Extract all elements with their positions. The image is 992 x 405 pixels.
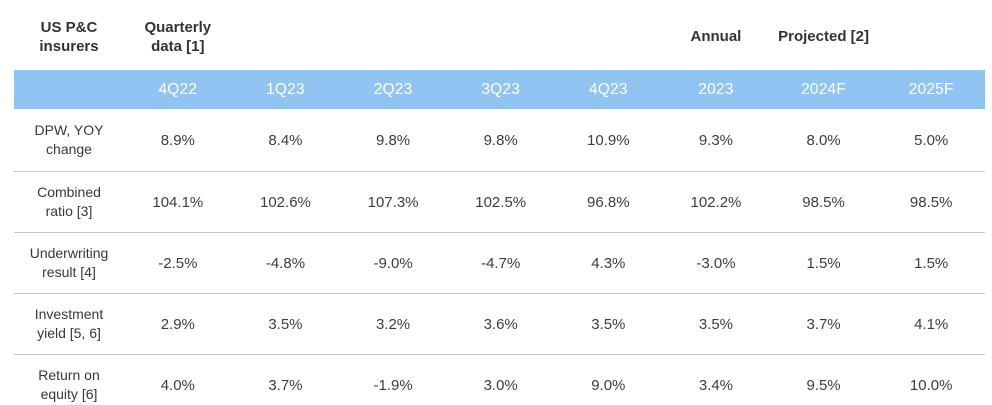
cell-value: 98.5% [769, 171, 878, 233]
cell-value: 3.7% [769, 293, 878, 355]
column-header-2q23: 2Q23 [339, 70, 447, 109]
cell-value: 4.1% [877, 293, 985, 355]
table-row-dpw-yoy-change: DPW, YOY change 8.9% 8.4% 9.8% 9.8% 10.9… [14, 109, 985, 172]
cell-value: -1.9% [339, 354, 447, 405]
cell-value: 3.0% [446, 354, 555, 405]
cell-value: 4.3% [554, 232, 663, 294]
cell-value: 3.5% [231, 293, 340, 355]
projected-group-label: Projected [2] [778, 28, 869, 46]
cell-value: 102.5% [446, 171, 555, 233]
cell-value: 9.3% [662, 109, 770, 172]
cell-value: 104.1% [124, 171, 232, 233]
cell-value: -4.8% [231, 232, 340, 294]
cell-value: 1.5% [877, 232, 985, 294]
cell-value: 3.5% [662, 293, 770, 355]
column-header-4q22: 4Q22 [124, 70, 232, 109]
cell-value: 3.7% [231, 354, 340, 405]
cell-value: 98.5% [877, 171, 985, 233]
row-label-underwriting-result: Underwriting result [4] [14, 232, 124, 294]
column-header-1q23: 1Q23 [231, 70, 340, 109]
cell-value: 3.6% [446, 293, 555, 355]
annual-group-label: Annual [690, 28, 742, 46]
cell-value: 2.9% [124, 293, 232, 355]
insurers-table: US P&C insurers Quarterly data [1] Annua… [14, 4, 985, 405]
cell-value: 8.0% [769, 109, 878, 172]
cell-value: -3.0% [662, 232, 770, 294]
cell-value: -2.5% [124, 232, 232, 294]
spacer-cell [232, 4, 340, 70]
cell-value: 5.0% [877, 109, 985, 172]
cell-value: -4.7% [446, 232, 555, 294]
cell-value: 4.0% [124, 354, 232, 405]
cell-value: 8.9% [124, 109, 232, 172]
column-header-2023: 2023 [662, 70, 770, 109]
cell-value: 10.9% [554, 109, 663, 172]
cell-value: 3.2% [339, 293, 447, 355]
cell-value: 1.5% [769, 232, 878, 294]
cell-value: 3.5% [554, 293, 663, 355]
column-header-2024f: 2024F [769, 70, 878, 109]
cell-value: 102.6% [231, 171, 340, 233]
table-row-return-on-equity: Return on equity [6] 4.0% 3.7% -1.9% 3.0… [14, 354, 985, 405]
cell-value: 9.8% [339, 109, 447, 172]
table-row-investment-yield: Investment yield [5, 6] 2.9% 3.5% 3.2% 3… [14, 293, 985, 355]
cell-value: -9.0% [339, 232, 447, 294]
cell-value: 9.8% [446, 109, 555, 172]
quarterly-group-label: Quarterly data [1] [144, 18, 212, 56]
spacer-cell [877, 4, 985, 70]
row-label-combined-ratio: Combined ratio [3] [14, 171, 124, 233]
spacer-cell [447, 4, 555, 70]
band-empty-cell [14, 70, 124, 109]
cell-value: 96.8% [554, 171, 663, 233]
column-header-band: 4Q22 1Q23 2Q23 3Q23 4Q23 2023 2024F 2025… [14, 70, 985, 109]
insurers-table-container: US P&C insurers Quarterly data [1] Annua… [14, 4, 985, 405]
spacer-cell [555, 4, 663, 70]
group-header-row: US P&C insurers Quarterly data [1] Annua… [14, 4, 985, 70]
table-row-underwriting-result: Underwriting result [4] -2.5% -4.8% -9.0… [14, 232, 985, 294]
cell-value: 9.5% [769, 354, 878, 405]
cell-value: 107.3% [339, 171, 447, 233]
row-label-return-on-equity: Return on equity [6] [14, 354, 124, 405]
column-header-2025f: 2025F [877, 70, 985, 109]
corner-label: US P&C insurers [39, 18, 99, 56]
row-label-investment-yield: Investment yield [5, 6] [14, 293, 124, 355]
row-label-dpw-yoy-change: DPW, YOY change [14, 109, 124, 172]
cell-value: 10.0% [877, 354, 985, 405]
cell-value: 102.2% [662, 171, 770, 233]
cell-value: 9.0% [554, 354, 663, 405]
spacer-cell [339, 4, 447, 70]
column-header-4q23: 4Q23 [554, 70, 663, 109]
cell-value: 3.4% [662, 354, 770, 405]
column-header-3q23: 3Q23 [446, 70, 555, 109]
cell-value: 8.4% [231, 109, 340, 172]
table-row-combined-ratio: Combined ratio [3] 104.1% 102.6% 107.3% … [14, 171, 985, 233]
